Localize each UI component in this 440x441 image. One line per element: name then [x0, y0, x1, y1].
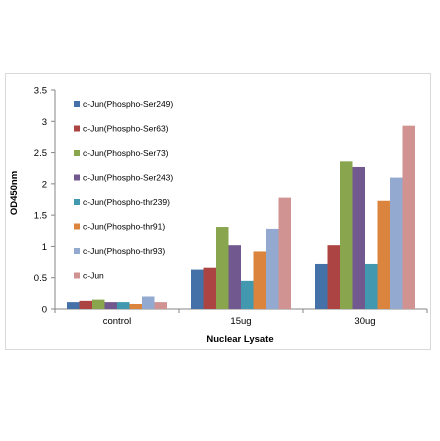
y-tick-label: 0: [42, 305, 47, 316]
legend-label: c-Jun(Phospho-Ser243): [83, 173, 173, 183]
y-tick-label: 2.5: [34, 148, 47, 159]
y-tick-label: 3: [42, 117, 47, 128]
x-axis-ticks: control 15ug 30ug: [54, 309, 428, 327]
legend-label: c-Jun(Phospho-thr239): [83, 197, 170, 207]
bar: [117, 302, 130, 309]
bar: [129, 303, 142, 309]
bar: [327, 245, 340, 309]
legend-label: c-Jun(Phospho-Ser63): [83, 124, 169, 134]
bar: [315, 263, 328, 309]
legend-swatch: [74, 125, 80, 132]
y-tick-label: 2: [42, 179, 47, 190]
bar: [92, 299, 105, 309]
x-axis-title: Nuclear Lysate: [206, 334, 273, 345]
bar: [402, 125, 415, 309]
y-axis-title: OD450nm: [9, 171, 20, 215]
bar: [142, 296, 155, 309]
legend: c-Jun(Phospho-Ser249) c-Jun(Phospho-Ser63…: [74, 99, 173, 281]
bar: [191, 269, 204, 309]
x-tick-label: control: [103, 316, 132, 327]
y-tick-label: 1.5: [34, 211, 47, 222]
legend-label: c-Jun(Phospho-thr93): [83, 246, 165, 256]
bar: [390, 177, 403, 309]
bar: [340, 161, 353, 309]
bar: [104, 302, 117, 309]
y-tick-label: 3.5: [34, 86, 47, 97]
x-tick-label: 15ug: [230, 316, 251, 327]
legend-label: c-Jun(Phospho-Ser73): [83, 148, 169, 158]
bar: [352, 166, 365, 309]
legend-swatch: [74, 272, 80, 279]
legend-label: c-Jun(Phospho-Ser249): [83, 99, 173, 109]
bar: [154, 302, 167, 309]
y-tick-label: 0.5: [34, 273, 47, 284]
bar: [377, 200, 390, 309]
legend-label: c-Jun(Phospho-thr91): [83, 222, 165, 232]
x-tick-label: 30ug: [354, 316, 375, 327]
bar: [228, 245, 241, 309]
legend-swatch: [74, 199, 80, 205]
bar: [365, 263, 378, 309]
bar: [241, 280, 254, 309]
bars: [67, 125, 415, 309]
legend-swatch: [74, 248, 80, 254]
legend-label: c-Jun: [83, 271, 104, 281]
legend-swatch: [74, 174, 80, 181]
legend-swatch: [74, 150, 80, 156]
bar: [253, 251, 266, 309]
bar: [216, 227, 229, 309]
legend-swatch: [74, 101, 80, 107]
y-axis-ticks: 0 0.5 1 1.5 2 2.5 3 3.5: [34, 86, 55, 316]
bar: [203, 267, 216, 309]
bar: [266, 228, 279, 309]
legend-swatch: [74, 223, 80, 230]
bar: [79, 300, 92, 309]
bar: [67, 302, 80, 309]
y-tick-label: 1: [42, 242, 47, 253]
bar: [278, 197, 291, 309]
